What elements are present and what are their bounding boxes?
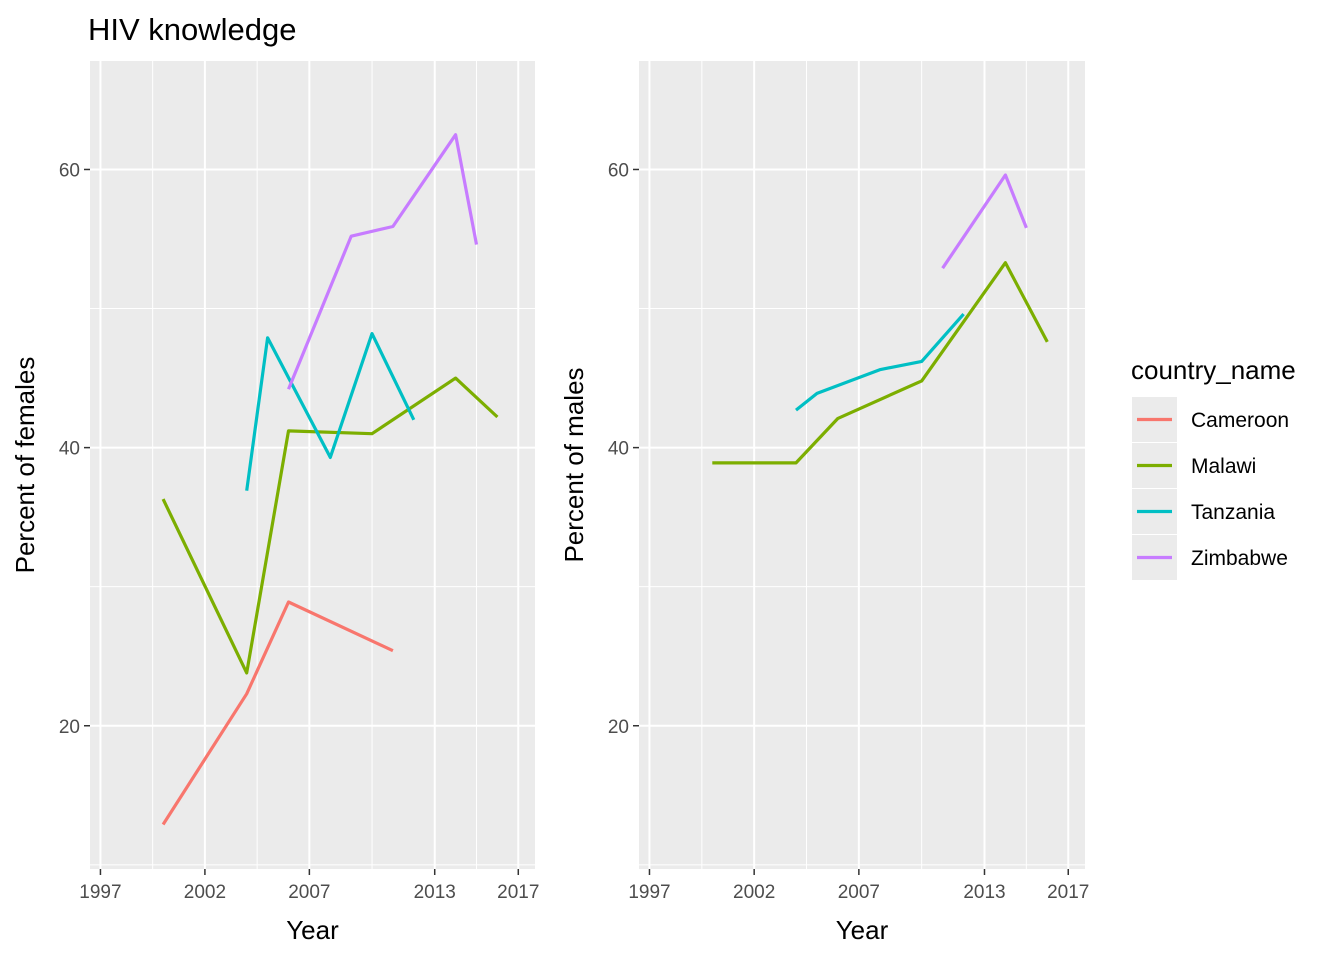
- females-y-tick-label: 40: [59, 439, 80, 460]
- males-panel-background: [639, 61, 1085, 869]
- males-x-tick-label: 1997: [628, 882, 670, 903]
- females-x-tick-label: 2017: [497, 882, 539, 903]
- females-x-axis-title: Year: [286, 915, 339, 945]
- females-y-tick-label: 60: [59, 160, 80, 181]
- males-x-tick-label: 2002: [733, 882, 775, 903]
- females-y-tick-label: 20: [59, 717, 80, 738]
- males-series-zimbabwe: [941, 173, 1028, 270]
- legend-label-zimbabwe: Zimbabwe: [1191, 547, 1288, 570]
- males-y-tick-label: 60: [608, 160, 629, 181]
- males-y-tick-label: 40: [608, 439, 629, 460]
- males-y-axis-title: Percent of males: [559, 367, 589, 562]
- females-x-tick-label: 2013: [414, 882, 456, 903]
- females-series-cameroon: [161, 600, 394, 826]
- females-series-malawi: [161, 376, 499, 675]
- males-x-tick-label: 2013: [963, 882, 1005, 903]
- legend-label-tanzania: Tanzania: [1191, 501, 1275, 524]
- legend-title: country_name: [1131, 355, 1296, 385]
- legend: country_name Cameroon Malawi Tanzania Zimbab…: [1131, 355, 1296, 580]
- males-series-malawi: [712, 261, 1049, 465]
- males-x-axis-title: Year: [836, 915, 889, 945]
- males-x-tick-label: 2007: [838, 882, 880, 903]
- legend-label-cameroon: Cameroon: [1191, 409, 1289, 432]
- legend-label-malawi: Malawi: [1191, 455, 1256, 478]
- males-series-tanzania: [795, 313, 965, 412]
- females-x-tick-label: 1997: [79, 882, 121, 903]
- females-y-axis-title: Percent of females: [10, 357, 40, 574]
- males-panel: 20 40 60 1997 2002 2007 2013 2017 Year Percent of…: [559, 61, 1089, 945]
- plot-title: HIV knowledge: [88, 12, 297, 47]
- males-y-tick-label: 20: [608, 717, 629, 738]
- females-series-zimbabwe: [287, 133, 479, 390]
- females-series-tanzania: [245, 332, 416, 491]
- females-x-tick-label: 2002: [184, 882, 226, 903]
- females-x-tick-label: 2007: [288, 882, 330, 903]
- females-panel-background: [90, 61, 535, 869]
- females-panel: 20 40 60 1997 2002 2007 2013 2017 Year Percent of…: [10, 61, 539, 945]
- males-x-tick-label: 2017: [1047, 882, 1089, 903]
